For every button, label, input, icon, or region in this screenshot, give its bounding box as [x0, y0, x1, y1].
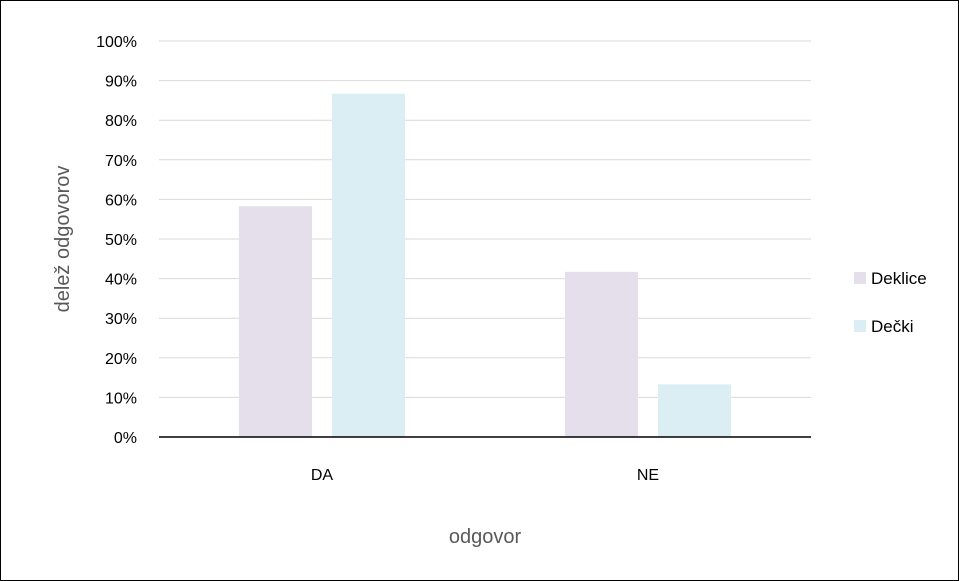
y-tick-label: 50% — [105, 232, 137, 249]
y-tick-label: 30% — [105, 311, 137, 328]
legend-swatch — [854, 272, 866, 284]
y-tick-label: 0% — [114, 430, 137, 447]
x-axis-ticks: DA NE — [311, 467, 659, 484]
y-tick-label: 40% — [105, 272, 137, 289]
y-tick-label: 80% — [105, 113, 137, 130]
y-tick-label: 20% — [105, 351, 137, 368]
bar-ne-0 — [565, 271, 638, 437]
legend-label: Dečki — [871, 317, 914, 336]
x-tick-label: DA — [311, 467, 334, 484]
y-tick-label: 90% — [105, 74, 137, 91]
y-axis-title: delež odgovorov — [52, 166, 74, 313]
legend: Deklice Dečki — [854, 269, 927, 336]
bar-da-1 — [332, 93, 405, 437]
bar-ne-1 — [658, 384, 731, 437]
bars — [239, 93, 731, 437]
y-tick-label: 70% — [105, 153, 137, 170]
x-axis-title: odgovor — [449, 526, 522, 548]
y-tick-label: 100% — [96, 34, 137, 51]
y-tick-label: 10% — [105, 390, 137, 407]
legend-swatch — [854, 320, 866, 332]
y-axis-ticks: 0% 10% 20% 30% 40% 50% 60% 70% 80% 90% 100% — [96, 34, 137, 447]
legend-label: Deklice — [871, 269, 927, 288]
bar-da-0 — [239, 206, 312, 437]
y-tick-label: 60% — [105, 192, 137, 209]
x-tick-label: NE — [637, 467, 659, 484]
